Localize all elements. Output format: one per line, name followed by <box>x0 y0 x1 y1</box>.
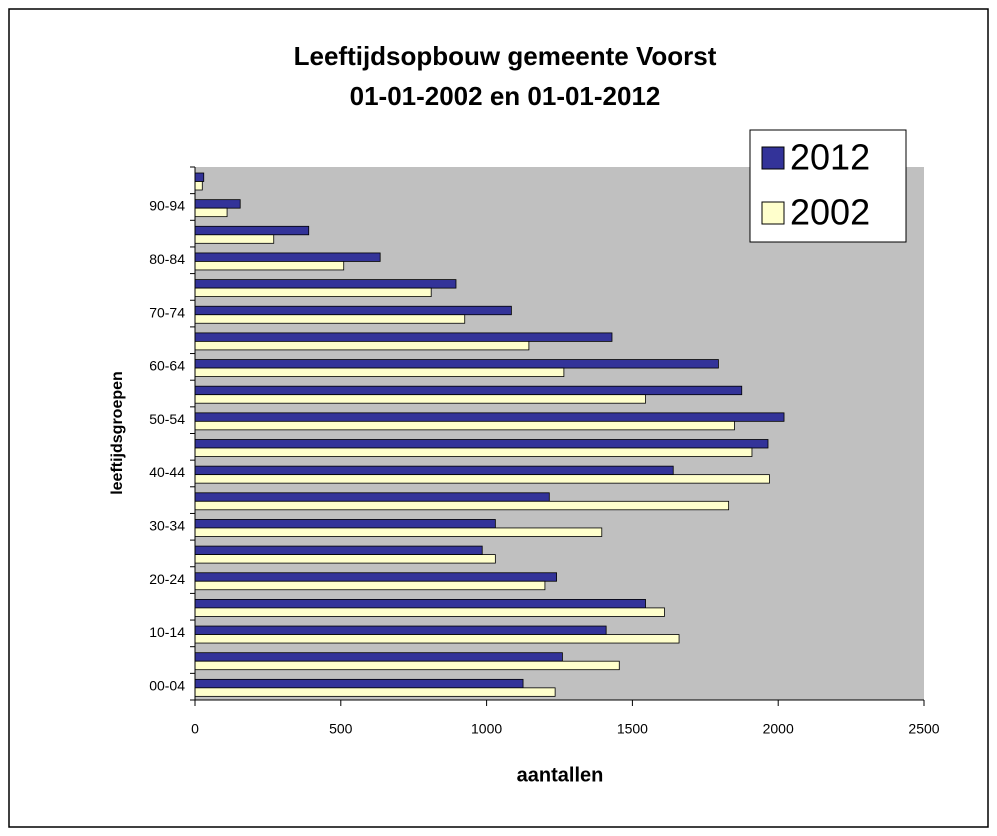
x-tick-label: 0 <box>191 721 199 737</box>
bar <box>194 474 770 484</box>
x-tick-label: 1500 <box>617 721 648 737</box>
bar <box>194 625 607 635</box>
bar <box>194 261 345 271</box>
y-axis-label: leeftijdsgroepen <box>109 371 126 495</box>
y-tick-label: 90-94 <box>149 198 185 214</box>
bar <box>194 332 613 342</box>
bar <box>194 287 432 298</box>
bar <box>194 367 565 377</box>
bar <box>194 412 785 422</box>
bar <box>194 554 496 564</box>
bar <box>194 678 524 689</box>
y-tick-label: 10-14 <box>149 624 185 640</box>
plot-area <box>195 167 924 700</box>
bar <box>194 359 719 369</box>
bar <box>194 607 665 617</box>
y-tick-label: 60-64 <box>149 358 185 374</box>
legend-swatch <box>761 201 785 225</box>
legend-swatch <box>761 146 785 170</box>
bar <box>194 340 530 351</box>
bar <box>194 172 205 182</box>
bar <box>194 545 483 555</box>
bar <box>194 492 550 502</box>
legend-label: 2012 <box>790 137 870 178</box>
y-tick-label: 40-44 <box>149 464 185 480</box>
x-tick-label: 2500 <box>908 721 939 737</box>
x-tick-label: 500 <box>329 721 353 737</box>
bar <box>194 314 466 324</box>
chart-subtitle: 01-01-2002 en 01-01-2012 <box>350 81 661 111</box>
bar <box>194 687 556 697</box>
bar <box>194 465 674 476</box>
bar <box>194 447 753 457</box>
bar <box>194 634 680 644</box>
bar <box>194 207 228 218</box>
y-tick-label: 00-04 <box>149 677 185 693</box>
chart-title: Leeftijdsopbouw gemeente Voorst <box>294 41 717 71</box>
bar <box>194 580 546 591</box>
y-tick-label: 20-24 <box>149 571 185 587</box>
bar <box>194 572 557 582</box>
bar <box>194 527 603 537</box>
bar <box>194 394 646 404</box>
bar <box>194 660 620 671</box>
bar <box>194 279 457 289</box>
bar <box>194 519 496 529</box>
bar <box>194 305 512 316</box>
legend-label: 2002 <box>790 192 870 233</box>
bar <box>194 234 275 244</box>
x-tick-label: 2000 <box>763 721 794 737</box>
bar <box>194 439 769 449</box>
bar <box>194 500 730 511</box>
bar <box>194 385 743 396</box>
bar <box>194 199 241 209</box>
y-tick-label: 30-34 <box>149 517 185 533</box>
x-tick-label: 1000 <box>471 721 502 737</box>
y-tick-label: 50-54 <box>149 411 185 427</box>
bar <box>194 652 563 662</box>
bar <box>194 420 735 431</box>
bar <box>194 599 646 609</box>
y-tick-label: 80-84 <box>149 251 185 267</box>
bar <box>194 252 381 262</box>
x-axis-label: aantallen <box>517 764 604 786</box>
bar <box>194 225 310 236</box>
y-tick-label: 70-74 <box>149 304 185 320</box>
bar <box>194 181 203 191</box>
